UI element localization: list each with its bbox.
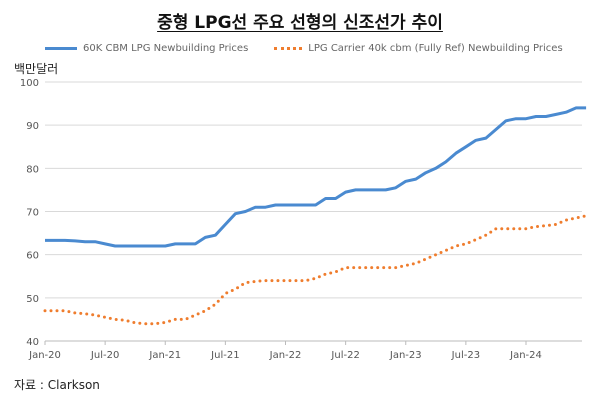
y-tick-label: 100	[20, 78, 39, 89]
legend-swatch-40k	[274, 47, 303, 50]
x-tick-label: Jul-20	[90, 350, 119, 361]
series-line-40k-cbm	[43, 214, 588, 326]
chart-title: 중형 LPG선 주요 선형의 신조선가 추이	[0, 8, 600, 33]
series-line-60k-cbm	[45, 106, 587, 248]
source-note: 자료 : Clarkson	[14, 378, 100, 392]
x-tick-label: Jul-21	[210, 350, 239, 361]
y-tick-label: 40	[26, 337, 39, 348]
y-axis-unit: 백만달러	[14, 62, 59, 76]
legend-label-60k: 60K CBM LPG Newbuilding Prices	[83, 43, 249, 54]
chart-title-text: 중형 LPG선 주요 선형의 신조선가 추이	[157, 13, 443, 33]
x-tick-label: Jul-22	[330, 350, 359, 361]
x-tick-label: Jul-23	[451, 350, 480, 361]
y-tick-label: 60	[26, 251, 39, 262]
x-tick-label: Jan-24	[509, 350, 542, 361]
legend: 60K CBM LPG Newbuilding Prices LPG Carri…	[45, 43, 563, 54]
legend-swatch-60k	[45, 47, 77, 50]
x-tick-label: Jan-20	[28, 350, 61, 361]
y-tick-label: 70	[26, 208, 39, 219]
x-tick-label: Jan-23	[389, 350, 422, 361]
x-tick-label: Jan-21	[148, 350, 181, 361]
y-tick-label: 90	[26, 121, 39, 132]
y-tick-label: 80	[26, 164, 39, 175]
y-tick-label: 50	[26, 294, 39, 305]
x-tick-label: Jan-22	[269, 350, 302, 361]
legend-label-40k: LPG Carrier 40k cbm (Fully Ref) Newbuild…	[308, 43, 563, 54]
